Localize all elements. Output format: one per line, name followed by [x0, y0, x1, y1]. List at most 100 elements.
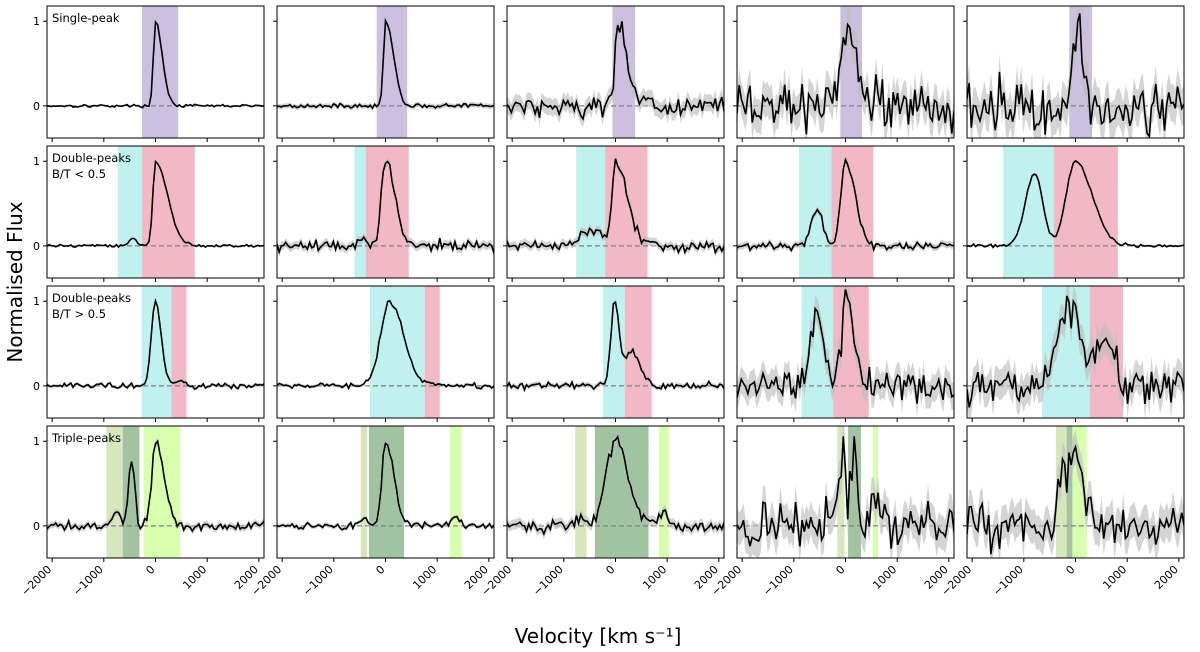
x-tick-label: 0 — [603, 563, 617, 577]
y-tick-label: 1 — [33, 155, 40, 168]
plot-area — [967, 286, 1184, 418]
panel-grid: 0 1 Single-peak 0 1 Double-peaks B/T < 0.5 0 1 Do… — [19, 5, 1185, 599]
plot-area — [277, 146, 494, 278]
panel-r2-c0: 0 1 Double-peaks B/T > 0.5 — [33, 285, 265, 422]
spectrum-line — [967, 443, 1184, 555]
region-green-light — [575, 426, 587, 558]
plot-area — [737, 286, 954, 418]
region-blue — [141, 286, 172, 418]
y-tick-label: 0 — [33, 100, 40, 113]
plot-area — [507, 426, 724, 558]
spectrum-line — [507, 158, 724, 255]
region-green-dark — [1066, 426, 1073, 558]
region-red — [605, 146, 648, 278]
region-green-bright — [658, 426, 669, 558]
panel-r1-c3 — [733, 145, 955, 282]
x-tick-label: 1000 — [1100, 563, 1129, 592]
region-green-bright — [450, 426, 462, 558]
panel-r3-c4: −2000 −1000 0 1000 2000 — [939, 425, 1185, 599]
x-tick-label: 1000 — [410, 563, 439, 592]
region-blue — [370, 286, 425, 418]
region-green-light — [360, 426, 367, 558]
spectrum-line — [737, 157, 954, 253]
plot-area — [507, 286, 724, 418]
spectrum-line — [967, 295, 1184, 408]
panel-r0-c4 — [963, 5, 1185, 142]
panel-r3-c3: −2000 −1000 0 1000 2000 — [709, 425, 955, 599]
panel-r2-c2 — [503, 285, 725, 422]
region-single — [376, 6, 408, 138]
plot-area — [967, 6, 1184, 138]
row-label: Double-peaks — [52, 291, 131, 305]
spectrum-line — [277, 17, 494, 110]
y-tick-label: 0 — [33, 380, 40, 393]
row-label: B/T > 0.5 — [52, 307, 106, 321]
y-tick-label: 0 — [33, 240, 40, 253]
spectrum-line — [277, 442, 494, 531]
panel-r1-c1 — [273, 145, 495, 282]
panel-r1-c4 — [963, 145, 1185, 282]
y-tick-label: 0 — [33, 520, 40, 533]
spectrum-line — [967, 159, 1184, 249]
row-label: Triple-peaks — [51, 431, 121, 445]
spectrum-line — [47, 439, 264, 533]
x-tick-label: −1000 — [990, 563, 1026, 599]
region-blue — [1003, 146, 1054, 278]
x-tick-label: 0 — [1063, 563, 1077, 577]
spectrum-line — [507, 300, 724, 393]
uncertainty-band — [737, 7, 954, 138]
spectrum-line — [507, 21, 724, 121]
panel-r0-c1 — [273, 5, 495, 142]
x-axis-label: Velocity [km s⁻¹] — [515, 624, 682, 648]
region-red — [424, 286, 440, 418]
region-blue — [117, 146, 143, 278]
spectrum-line — [47, 19, 264, 109]
uncertainty-band — [737, 426, 954, 558]
x-tick-label: 0 — [373, 563, 387, 577]
x-tick-label: 1000 — [870, 563, 899, 592]
plot-area — [507, 146, 724, 278]
x-tick-label: 0 — [833, 563, 847, 577]
uncertainty-band — [277, 441, 494, 532]
panel-r3-c2: −2000 −1000 0 1000 2000 — [479, 425, 725, 598]
region-green-dark — [122, 426, 140, 558]
plot-area — [277, 286, 494, 418]
uncertainty-band — [737, 156, 954, 254]
row-label: Double-peaks — [52, 151, 131, 165]
region-red — [142, 146, 195, 278]
panel-r0-c2 — [503, 5, 725, 142]
plot-area — [507, 6, 724, 138]
region-red — [365, 146, 409, 278]
plot-area — [737, 426, 954, 558]
plot-area — [737, 6, 954, 138]
region-single — [612, 6, 636, 138]
plot-area — [47, 286, 264, 418]
x-tick-label: −2000 — [19, 563, 55, 599]
spectrum-line — [47, 297, 264, 391]
region-blue — [354, 146, 366, 278]
region-green-light — [1055, 426, 1067, 558]
uncertainty-band — [507, 431, 724, 539]
panel-r1-c2 — [503, 145, 725, 282]
spectrum-line — [967, 13, 1184, 138]
spectrum-line — [737, 289, 954, 404]
panel-r0-c0: 0 1 Single-peak — [33, 5, 265, 142]
plot-area — [47, 6, 264, 138]
x-tick-label: −1000 — [760, 563, 796, 599]
x-tick-label: 1000 — [180, 563, 209, 592]
spectrum-line — [47, 159, 264, 249]
region-green-dark — [368, 426, 405, 558]
y-tick-label: 1 — [33, 15, 40, 28]
region-red — [171, 286, 187, 418]
row-label: Single-peak — [52, 11, 120, 25]
region-green-dark — [848, 426, 861, 558]
plot-area — [47, 426, 264, 558]
region-blue — [576, 146, 606, 278]
plot-area — [967, 146, 1184, 278]
x-tick-label: 2000 — [1152, 563, 1181, 592]
plot-area — [967, 426, 1184, 558]
panel-r0-c3 — [733, 5, 955, 142]
spectrum-line — [737, 22, 954, 135]
spectrum-line — [277, 299, 494, 391]
uncertainty-band — [277, 157, 494, 258]
